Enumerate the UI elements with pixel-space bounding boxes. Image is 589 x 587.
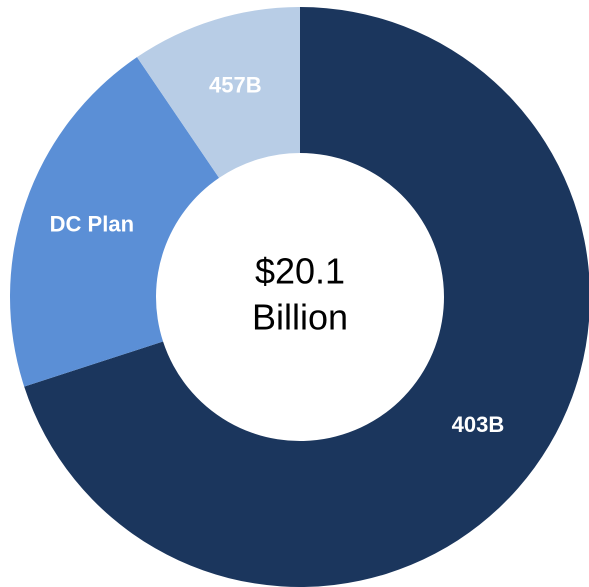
center-label: Billion xyxy=(252,297,348,338)
donut-segment xyxy=(24,7,589,587)
donut-segment xyxy=(136,7,300,178)
center-label: $20.1 xyxy=(255,251,345,292)
segment-label: DC Plan xyxy=(50,212,134,237)
donut-segment xyxy=(10,57,220,387)
segment-label: 403B xyxy=(452,412,505,437)
segment-label: 457B xyxy=(209,73,262,98)
